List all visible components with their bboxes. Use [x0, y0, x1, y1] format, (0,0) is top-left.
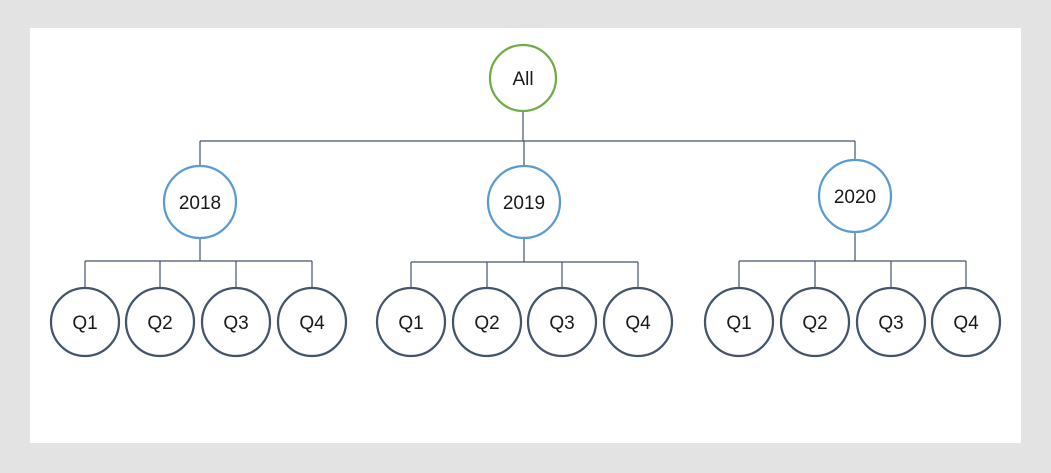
node-year-1-quarter-1[interactable]: Q2 — [451, 286, 523, 358]
node-year-2-circle[interactable] — [817, 158, 893, 234]
node-all-circle[interactable] — [488, 43, 558, 113]
node-year-2-quarter-2[interactable]: Q3 — [855, 286, 927, 358]
node-year-2-quarter-3[interactable]: Q4 — [930, 286, 1002, 358]
node-all[interactable]: All — [488, 43, 558, 113]
node-year-0-quarter-3[interactable]: Q4 — [276, 286, 348, 358]
node-year-2-quarter-0[interactable]: Q1 — [703, 286, 775, 358]
node-year-1-quarter-0-label: Q1 — [398, 313, 423, 334]
node-year-1-quarter-2[interactable]: Q3 — [526, 286, 598, 358]
node-year-1-quarter-3[interactable]: Q4 — [602, 286, 674, 358]
node-year-1-quarter-1-label: Q2 — [474, 313, 499, 334]
node-year-1-quarter-2-circle[interactable] — [526, 286, 598, 358]
node-year-2-quarter-2-circle[interactable] — [855, 286, 927, 358]
node-year-0-quarter-0-circle[interactable] — [49, 286, 121, 358]
node-year-1-quarter-3-circle[interactable] — [602, 286, 674, 358]
node-year-2-quarter-1-label: Q2 — [802, 313, 827, 334]
node-year-1[interactable]: 2019 — [486, 164, 562, 240]
node-year-1-circle[interactable] — [486, 164, 562, 240]
node-year-0-quarter-1-circle[interactable] — [124, 286, 196, 358]
node-year-0-quarter-0-label: Q1 — [72, 313, 97, 334]
node-year-0-quarter-2[interactable]: Q3 — [200, 286, 272, 358]
node-year-0-quarter-2-circle[interactable] — [200, 286, 272, 358]
node-year-1-label: 2019 — [503, 193, 545, 214]
node-year-0-quarter-1[interactable]: Q2 — [124, 286, 196, 358]
node-year-2-quarter-0-label: Q1 — [726, 313, 751, 334]
node-year-1-quarter-0[interactable]: Q1 — [375, 286, 447, 358]
node-year-2-quarter-2-label: Q3 — [878, 313, 903, 334]
node-year-2-quarter-1-circle[interactable] — [779, 286, 851, 358]
node-year-0-label: 2018 — [179, 193, 221, 214]
node-year-0-quarter-3-label: Q4 — [299, 313, 325, 334]
node-year-0-quarter-3-circle[interactable] — [276, 286, 348, 358]
node-year-2[interactable]: 2020 — [817, 158, 893, 234]
node-year-2-quarter-3-label: Q4 — [953, 313, 979, 334]
node-year-1-quarter-0-circle[interactable] — [375, 286, 447, 358]
node-year-1-quarter-1-circle[interactable] — [451, 286, 523, 358]
node-year-0-quarter-1-label: Q2 — [147, 313, 172, 334]
connector-lines — [84, 111, 967, 288]
node-all-label: All — [512, 69, 533, 90]
node-year-2-quarter-1[interactable]: Q2 — [779, 286, 851, 358]
node-year-2-quarter-0-circle[interactable] — [703, 286, 775, 358]
node-year-2-quarter-3-circle[interactable] — [930, 286, 1002, 358]
node-year-2-label: 2020 — [834, 187, 876, 208]
node-year-0-circle[interactable] — [162, 164, 238, 240]
node-year-0-quarter-0[interactable]: Q1 — [49, 286, 121, 358]
node-year-0[interactable]: 2018 — [162, 164, 238, 240]
node-year-1-quarter-2-label: Q3 — [549, 313, 574, 334]
node-year-1-quarter-3-label: Q4 — [625, 313, 651, 334]
node-year-0-quarter-2-label: Q3 — [223, 313, 248, 334]
